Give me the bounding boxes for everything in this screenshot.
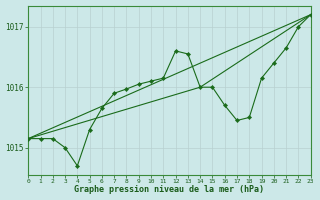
X-axis label: Graphe pression niveau de la mer (hPa): Graphe pression niveau de la mer (hPa): [75, 185, 264, 194]
